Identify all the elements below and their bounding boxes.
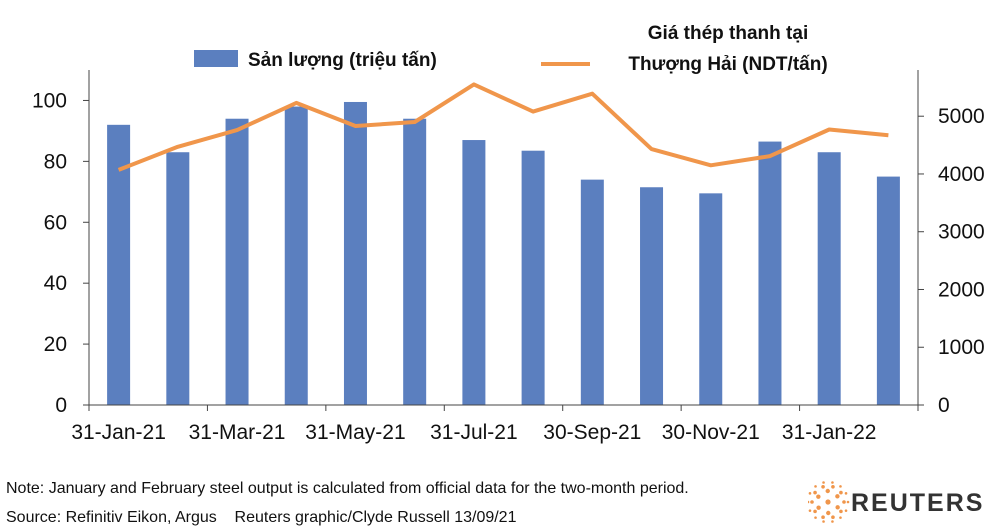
logo-dot: [831, 515, 835, 520]
logo-dot: [839, 490, 843, 495]
legend-line-label-2: Thượng Hải (NDT/tấn): [628, 54, 827, 75]
logo-dot: [826, 510, 831, 516]
logo-dot: [822, 520, 825, 523]
right-tick-label: 2000: [938, 278, 985, 301]
left-tick-label: 60: [44, 211, 67, 234]
logo-dot: [835, 505, 840, 510]
bar-31-Oct-21: [640, 187, 664, 405]
right-tick-label: 4000: [938, 163, 985, 186]
bar-30-Nov-21: [699, 193, 723, 405]
reuters-logo: REUTERS: [808, 481, 984, 523]
logo-dot: [810, 500, 814, 504]
legend-bar-swatch: [194, 50, 238, 67]
logo-dot: [831, 481, 834, 484]
left-tick-label: 80: [44, 150, 67, 173]
bar-30-Sep-21: [580, 179, 604, 405]
logo-dot: [813, 509, 817, 514]
logo-dot: [808, 509, 812, 512]
logo-dot: [808, 500, 810, 504]
legend-line-label-1: Giá thép thanh tại: [648, 23, 808, 44]
logo-dot: [825, 499, 831, 505]
x-tick-label: 31-May-21: [305, 421, 405, 444]
logo-dot: [846, 500, 850, 504]
logo-dot: [825, 488, 830, 494]
reuters-logo-text: REUTERS: [851, 489, 984, 517]
logo-dot: [831, 520, 834, 523]
chart-canvas: 02040608010001000200030004000500031-Jan-…: [32, 23, 985, 444]
legend-bar-label: Sản lượng (triệu tấn): [248, 50, 437, 71]
right-tick-label: 5000: [938, 105, 985, 128]
right-tick-label: 3000: [938, 221, 985, 244]
logo-dot: [839, 509, 843, 514]
logo-dot: [835, 494, 840, 499]
left-tick-label: 100: [32, 89, 67, 112]
bar-30-Jun-21: [403, 118, 427, 406]
logo-dot: [821, 515, 825, 520]
logo-dot: [814, 516, 817, 519]
logo-dot: [816, 494, 821, 499]
left-tick-label: 0: [55, 394, 67, 417]
logo-dot: [808, 492, 812, 495]
logo-dot: [821, 484, 825, 489]
source-credit: Source: Refinitiv Eikon, Argus Reuters g…: [6, 509, 517, 526]
logo-dot: [831, 484, 835, 489]
bar-28-Feb-22: [876, 176, 900, 405]
bar-31-Jan-22: [817, 152, 841, 405]
logo-dot: [842, 500, 846, 504]
line-series: [117, 82, 889, 172]
bar-31-Jan-21: [107, 124, 131, 406]
logo-dot: [844, 509, 848, 512]
bar-31-Aug-21: [521, 150, 545, 405]
logo-dot: [822, 481, 825, 484]
logo-dot: [813, 490, 817, 495]
reuters-logo-mark-icon: [808, 481, 850, 523]
legend: Sản lượng (triệu tấn) Giá thép thanh tại…: [194, 23, 828, 75]
footnote: Note: January and February steel output …: [6, 480, 689, 497]
left-tick-label: 20: [44, 333, 67, 356]
logo-dot: [816, 505, 821, 510]
x-tick-label: 31-Mar-21: [189, 421, 286, 444]
bar-31-Jul-21: [462, 140, 486, 405]
right-tick-label: 1000: [938, 336, 985, 359]
x-tick-label: 30-Nov-21: [662, 421, 760, 444]
logo-dot: [839, 485, 842, 488]
bar-31-Mar-21: [225, 118, 249, 406]
x-tick-label: 31-Jan-21: [71, 421, 166, 444]
x-tick-label: 31-Jan-22: [782, 421, 877, 444]
logo-dot: [839, 516, 842, 519]
bar-31-May-21: [343, 101, 367, 406]
bar-30-Apr-21: [284, 106, 308, 405]
bar-series: [107, 101, 900, 406]
right-tick-label: 0: [938, 394, 950, 417]
x-tick-label: 30-Sep-21: [543, 421, 641, 444]
bar-28-Feb-21: [166, 152, 190, 405]
logo-dot: [814, 485, 817, 488]
left-tick-label: 40: [44, 272, 67, 295]
bar-31-Dec-21: [758, 141, 782, 405]
price-line: [117, 82, 889, 172]
logo-dot: [844, 492, 848, 495]
x-tick-label: 31-Jul-21: [430, 421, 518, 444]
axes: 02040608010001000200030004000500031-Jan-…: [32, 70, 985, 444]
